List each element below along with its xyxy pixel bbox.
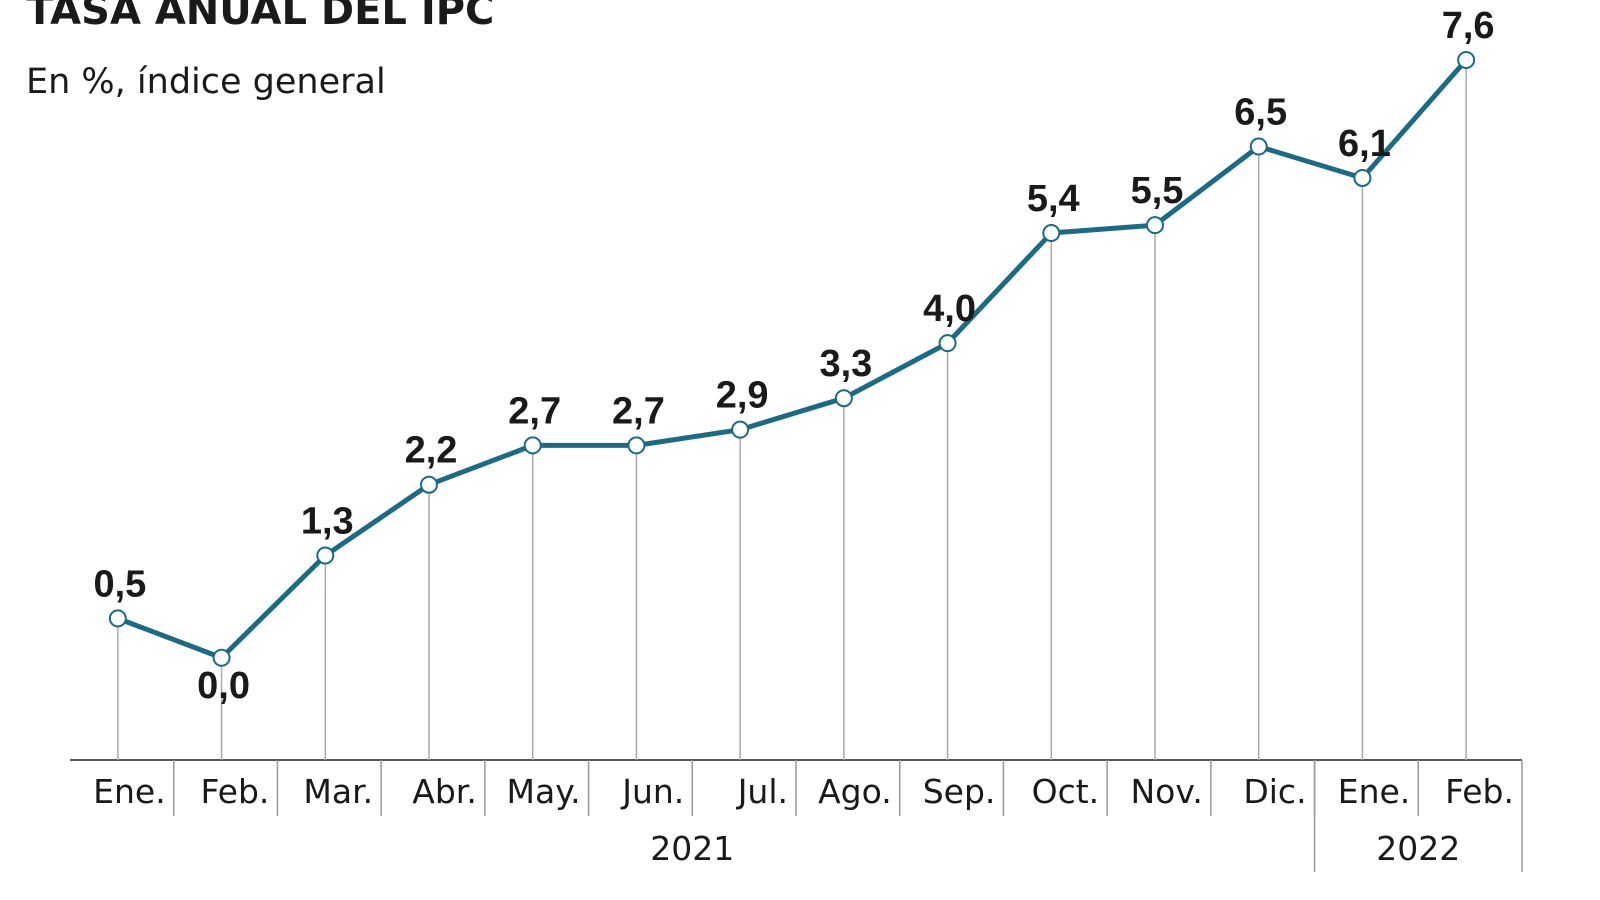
value-label: 0,0 [197,665,250,707]
data-point [834,389,853,408]
x-tick-label: Nov. [1131,772,1203,811]
data-point [108,609,127,628]
x-tick-label: Ene. [1338,772,1411,811]
x-tick-label: Jun. [620,772,684,811]
x-tick-label: Oct. [1032,772,1100,811]
data-point [1353,168,1372,187]
value-label: 0,5 [93,563,146,605]
data-point [1457,51,1476,69]
chart-subtitle: En %, índice general [26,62,386,102]
x-tick-label: Ago. [818,772,892,811]
x-tick-label: Abr. [412,772,477,811]
x-tick-label: May. [507,772,581,811]
year-label: 2021 [650,829,734,868]
data-line [116,58,1469,661]
x-tick-label: Feb. [201,772,270,811]
data-point [420,475,438,494]
value-label: 1,3 [301,501,354,543]
x-tick-label: Dic. [1243,772,1306,811]
value-label: 2,9 [716,375,769,417]
value-label: 2,2 [405,430,458,472]
value-label: 3,3 [819,343,872,385]
data-point [627,436,646,455]
x-tick-label: Mar. [303,772,373,811]
data-point [316,546,335,565]
x-tick-label: Sep. [923,772,996,811]
data-point [731,420,750,439]
data-point [212,648,231,667]
data-point [1042,224,1061,243]
year-label: 2022 [1376,829,1460,868]
value-label: 7,6 [1442,5,1495,47]
value-label: 2,7 [612,390,665,432]
chart-title: TASA ANUAL DEL IPC [26,0,494,34]
x-tick-label: Feb. [1445,772,1514,811]
value-label: 2,7 [508,390,561,432]
value-label: 5,5 [1131,170,1184,212]
data-point [523,436,542,455]
value-label: 5,4 [1027,178,1080,220]
x-tick-label: Ene. [93,772,166,811]
value-label: 4,0 [923,288,976,330]
value-label: 6,5 [1234,92,1287,134]
data-point [1146,216,1164,235]
data-point [938,334,957,353]
value-label: 6,1 [1338,123,1391,165]
data-point [1249,137,1268,156]
x-tick-label: Jul. [736,772,788,811]
